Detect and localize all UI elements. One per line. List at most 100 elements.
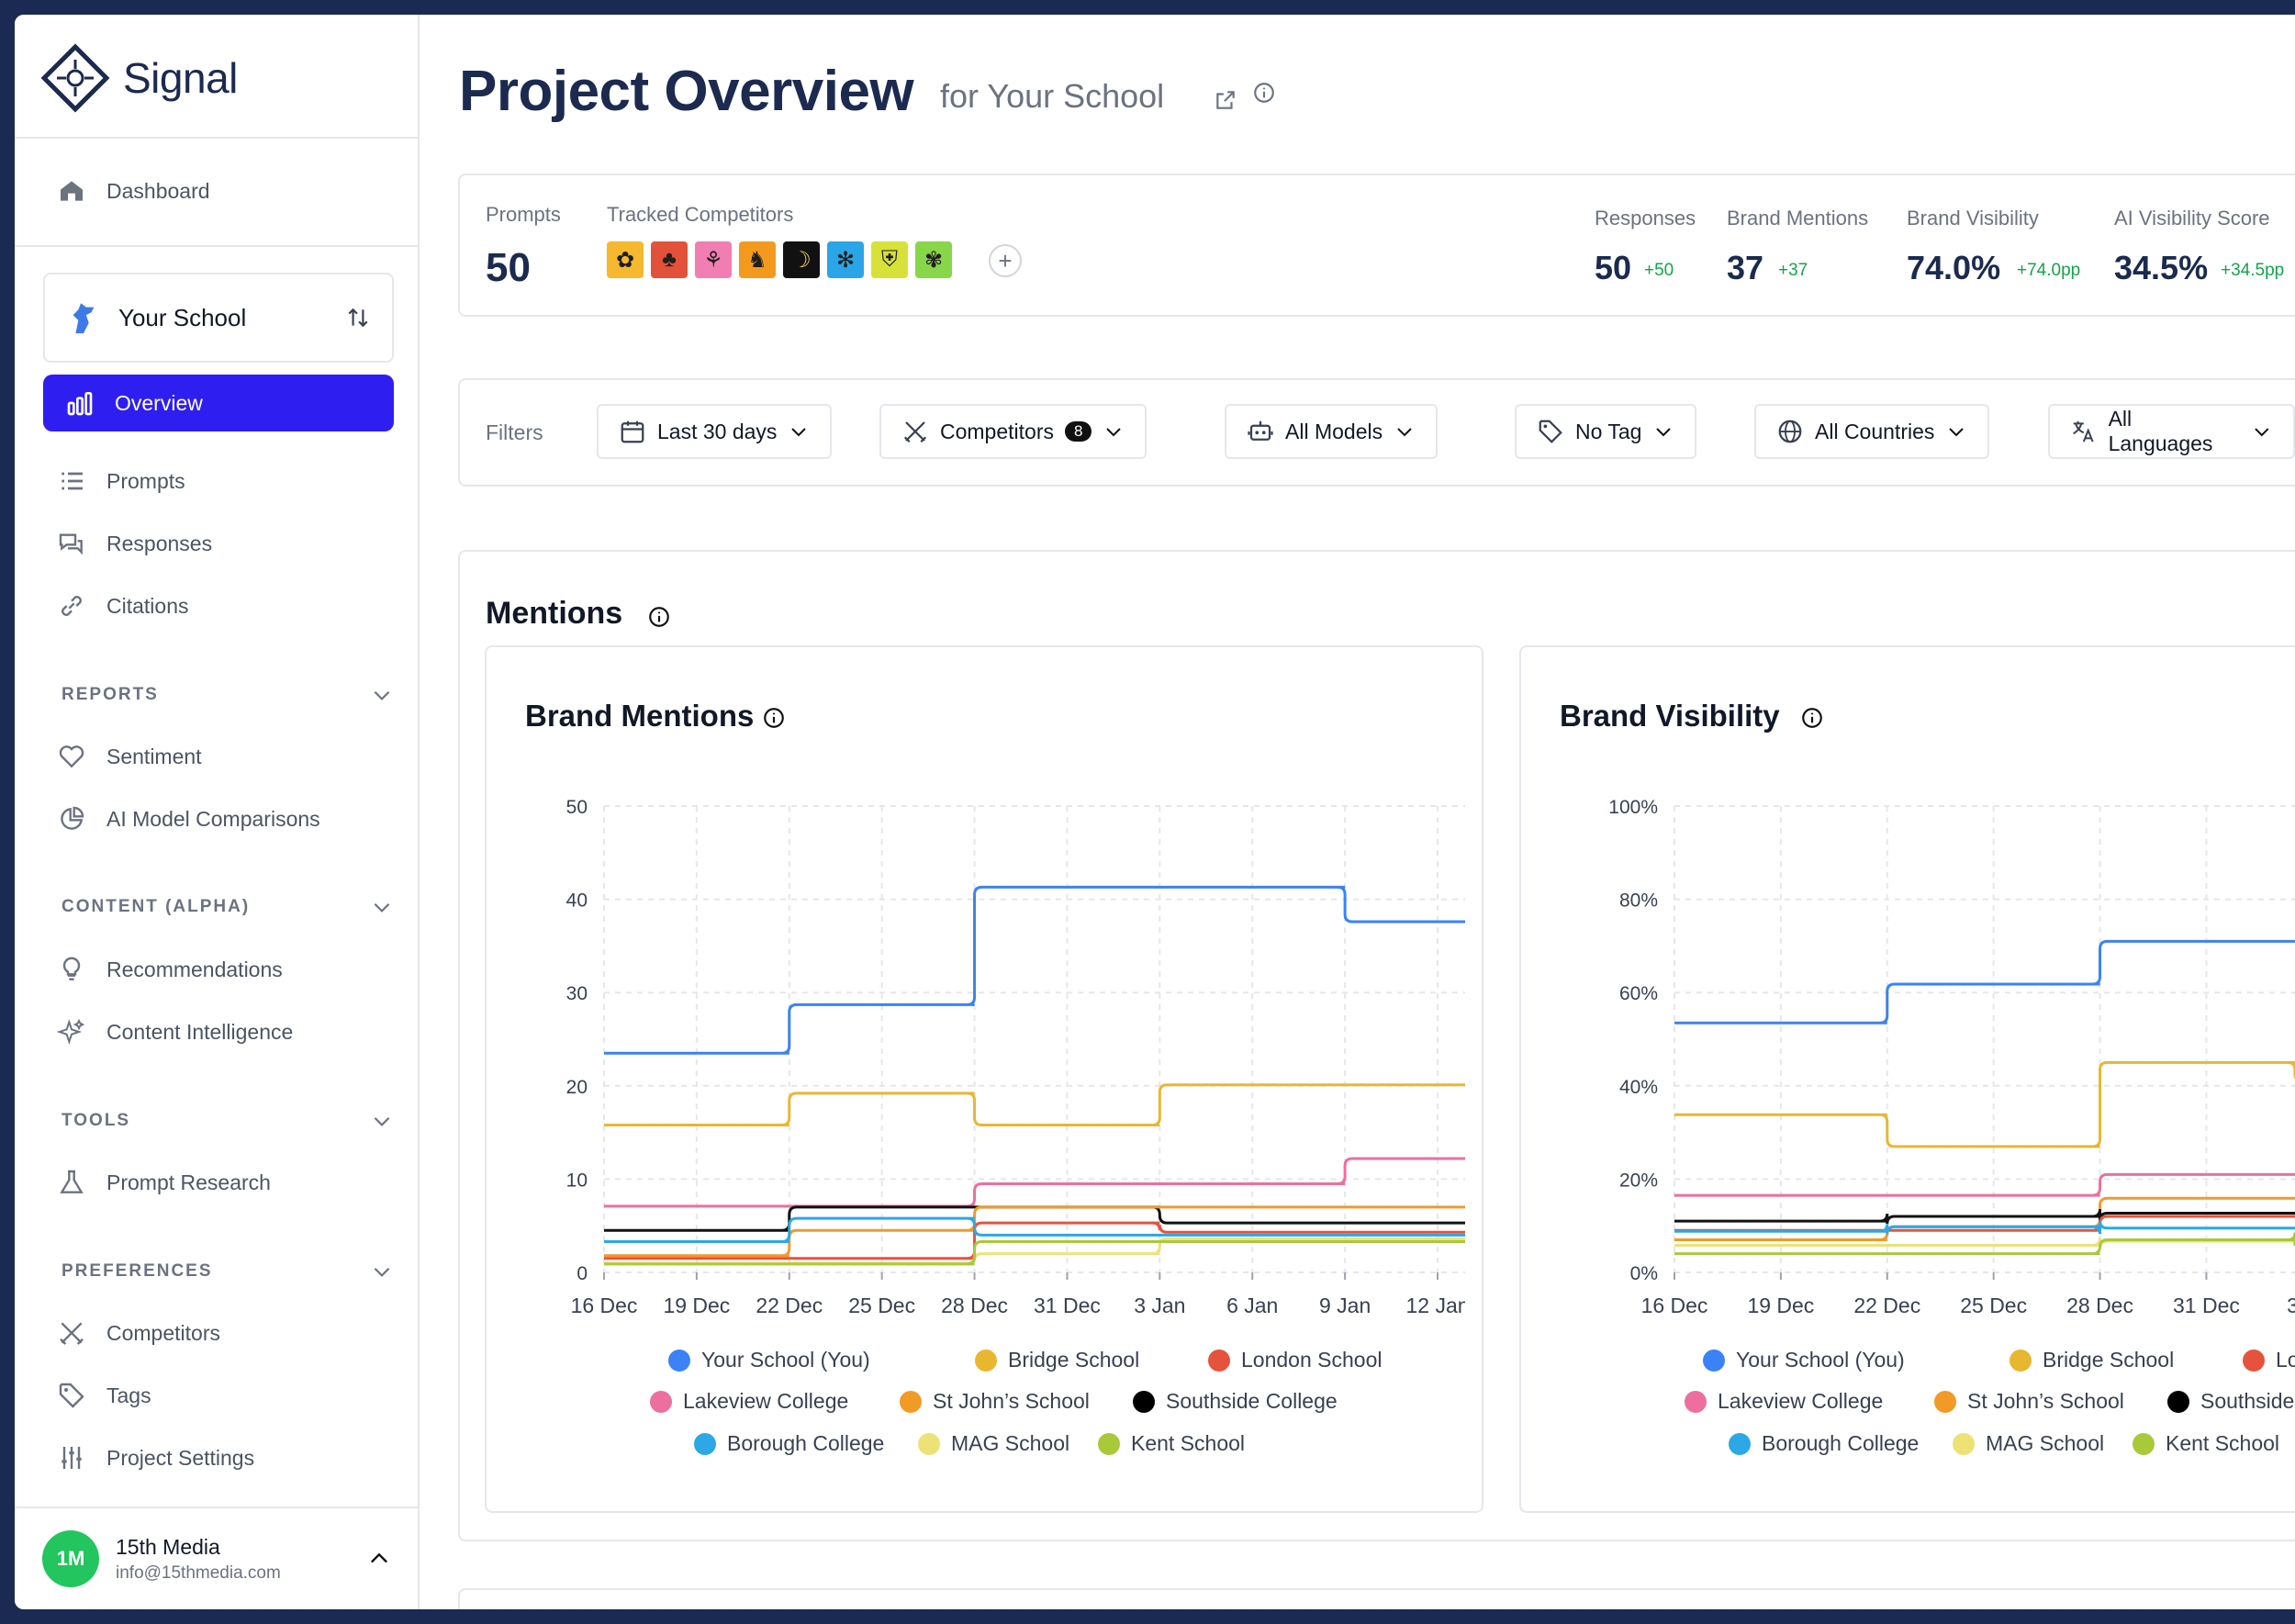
date-range-dropdown[interactable]: Last 30 days [597, 404, 833, 459]
sliders-icon [62, 1447, 82, 1469]
legend-swatch [1133, 1390, 1155, 1413]
nav-dashboard[interactable]: Dashboard [57, 163, 406, 218]
mentions-delta: +37 [1778, 261, 1808, 280]
legend-item[interactable]: St John’s School [1934, 1389, 2124, 1414]
competitor-logo-icon[interactable]: ✿ [607, 241, 644, 278]
nav-recommendations[interactable]: Recommendations [57, 942, 406, 997]
legend-item[interactable]: Bridge School [2010, 1348, 2174, 1372]
legend-label: Kent School [2166, 1431, 2280, 1455]
legend-item[interactable]: Your School (You) [1703, 1348, 1905, 1372]
x-tick-label: 28 Dec [2066, 1294, 2133, 1317]
competitors-dropdown[interactable]: Competitors 8 [879, 404, 1148, 459]
competitor-logo-icon[interactable]: ♞ [739, 241, 776, 278]
chart-title: Brand Visibility [1560, 699, 1780, 733]
responses-value: 50 [1595, 249, 1632, 286]
user-email: info@15thmedia.com [116, 1562, 281, 1583]
nav-content-intelligence[interactable]: Content Intelligence [57, 1004, 406, 1059]
legend-label: MAG School [951, 1431, 1070, 1455]
nav-sentiment[interactable]: Sentiment [57, 729, 406, 784]
legend-item[interactable]: Lakeview College [1685, 1389, 1883, 1414]
visibility-delta: +74.0pp [2017, 261, 2081, 280]
nav-prompts[interactable]: Prompts [57, 454, 406, 509]
competitor-logo-icon[interactable]: ⚘ [695, 241, 732, 278]
chevron-down-icon [1949, 428, 1965, 437]
legend-label: Bridge School [1008, 1348, 1140, 1372]
logo[interactable]: Signal [39, 39, 238, 118]
legend-swatch [668, 1349, 690, 1372]
y-tick-label: 80% [1619, 890, 1658, 912]
nav-project-settings[interactable]: Project Settings [57, 1430, 406, 1485]
chat-icon [59, 533, 83, 555]
section-reports[interactable]: REPORTS [62, 683, 394, 707]
competitor-logo-icon[interactable]: ♣ [651, 241, 688, 278]
info-icon[interactable] [647, 605, 671, 629]
nav-prompt-research[interactable]: Prompt Research [57, 1155, 406, 1210]
legend-item[interactable]: Southside College [1133, 1389, 1338, 1414]
nav-tags[interactable]: Tags [57, 1368, 406, 1423]
project-switcher[interactable]: Your School [43, 273, 394, 363]
pie-chart-icon [61, 806, 84, 830]
competitor-logo-icon[interactable]: ✾ [915, 241, 952, 278]
legend-item[interactable]: Kent School [2133, 1431, 2279, 1456]
legend-item[interactable]: Kent School [1098, 1431, 1245, 1456]
section-content[interactable]: CONTENT (ALPHA) [62, 895, 394, 919]
legend-item[interactable]: London School [2243, 1348, 2295, 1372]
section-title: REPORTS [62, 685, 159, 704]
chevron-down-icon [1106, 428, 1122, 437]
legend-item[interactable]: Lakeview College [650, 1389, 848, 1414]
date-range-label: Last 30 days [657, 419, 778, 443]
legend-label: Your School (You) [1736, 1348, 1905, 1372]
competitor-logo-icon[interactable]: ✻ [827, 241, 864, 278]
sidebar: Signal Dashboard Your School Overview [15, 15, 420, 1609]
legend-swatch [1953, 1432, 1975, 1455]
competitor-logo-icon[interactable]: ☽ [783, 241, 820, 278]
y-tick-label: 0 [577, 1263, 588, 1284]
legend-item[interactable]: Your School (You) [668, 1348, 870, 1372]
legend-item[interactable]: MAG School [1953, 1431, 2104, 1456]
nav-overview[interactable]: Overview [43, 375, 394, 431]
nav-citations[interactable]: Citations [57, 578, 406, 633]
section-tools[interactable]: TOOLS [62, 1109, 394, 1133]
y-tick-label: 60% [1619, 983, 1658, 1004]
nav-label: Responses [106, 531, 213, 555]
add-competitor-button[interactable]: + [989, 244, 1022, 277]
languages-dropdown[interactable]: All Languages [2048, 404, 2295, 459]
nav-responses[interactable]: Responses [57, 516, 406, 571]
x-tick-label: 3 Jan [1134, 1294, 1185, 1317]
summary-card: Prompts 50 Tracked Competitors ✿ ♣ ⚘ ♞ ☽ ✻ ⛨ ✾ … [458, 174, 2295, 317]
tag-dropdown[interactable]: No Tag [1515, 404, 1697, 459]
nav-ai-model-comparisons[interactable]: AI Model Comparisons [57, 791, 406, 846]
nav-competitors[interactable]: Competitors [57, 1305, 406, 1361]
series-line [604, 1157, 1465, 1208]
user-info: 15th Media info@15thmedia.com [116, 1535, 350, 1584]
countries-dropdown[interactable]: All Countries [1754, 404, 1990, 459]
info-icon[interactable] [762, 706, 786, 730]
legend-item[interactable]: MAG School [918, 1431, 1069, 1456]
info-icon[interactable] [1800, 706, 1824, 730]
section-title: PREFERENCES [62, 1261, 213, 1281]
models-filter-label: All Models [1285, 419, 1383, 443]
series-line [1674, 1196, 2295, 1241]
competitor-logo-icon[interactable]: ⛨ [871, 241, 908, 278]
x-tick-label: 16 Dec [1641, 1294, 1708, 1317]
legend-label: St John’s School [1967, 1389, 2124, 1413]
swords-icon [903, 421, 927, 443]
legend-item[interactable]: St John’s School [900, 1389, 1090, 1414]
section-preferences[interactable]: PREFERENCES [62, 1260, 394, 1283]
legend-label: London School [2276, 1348, 2295, 1372]
legend-item[interactable]: Borough College [694, 1431, 884, 1456]
chevron-down-icon [2255, 428, 2269, 437]
external-link-icon[interactable] [1214, 88, 1237, 112]
legend-swatch [650, 1390, 672, 1413]
legend-item[interactable]: London School [1208, 1348, 1382, 1372]
series-line [604, 1239, 1465, 1266]
home-icon [61, 181, 83, 201]
models-dropdown[interactable]: All Models [1225, 404, 1439, 459]
info-icon[interactable] [1252, 81, 1276, 105]
legend-item[interactable]: Borough College [1729, 1431, 1919, 1456]
legend-item[interactable]: Bridge School [975, 1348, 1139, 1372]
user-menu[interactable]: 1M 15th Media info@15thmedia.com [15, 1506, 420, 1609]
project-name: Your School [118, 303, 247, 331]
heart-icon [59, 745, 84, 768]
legend-item[interactable]: Southside College [2167, 1389, 2295, 1414]
